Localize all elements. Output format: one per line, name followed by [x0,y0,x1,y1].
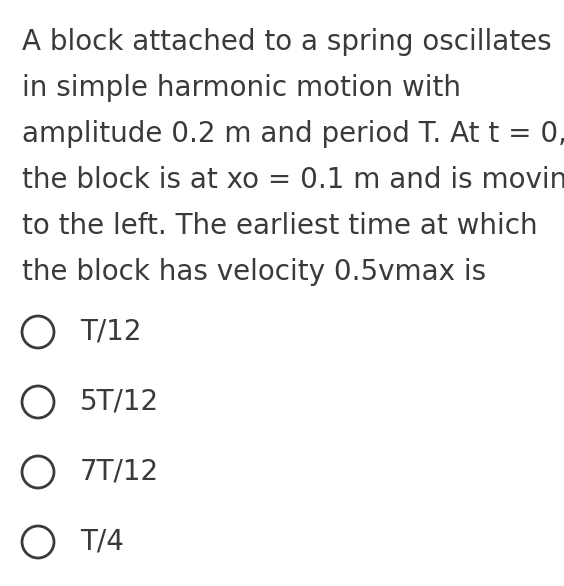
Text: the block has velocity 0.5vmax is: the block has velocity 0.5vmax is [22,258,486,286]
Text: to the left. The earliest time at which: to the left. The earliest time at which [22,212,537,240]
Text: 7T/12: 7T/12 [80,458,159,486]
Text: in simple harmonic motion with: in simple harmonic motion with [22,74,461,102]
Text: the block is at xo = 0.1 m and is moving: the block is at xo = 0.1 m and is moving [22,166,564,194]
Text: 5T/12: 5T/12 [80,388,159,416]
Text: amplitude 0.2 m and period T. At t = 0,: amplitude 0.2 m and period T. At t = 0, [22,120,564,148]
Text: T/12: T/12 [80,318,142,346]
Text: A block attached to a spring oscillates: A block attached to a spring oscillates [22,28,552,56]
Text: T/4: T/4 [80,528,124,556]
